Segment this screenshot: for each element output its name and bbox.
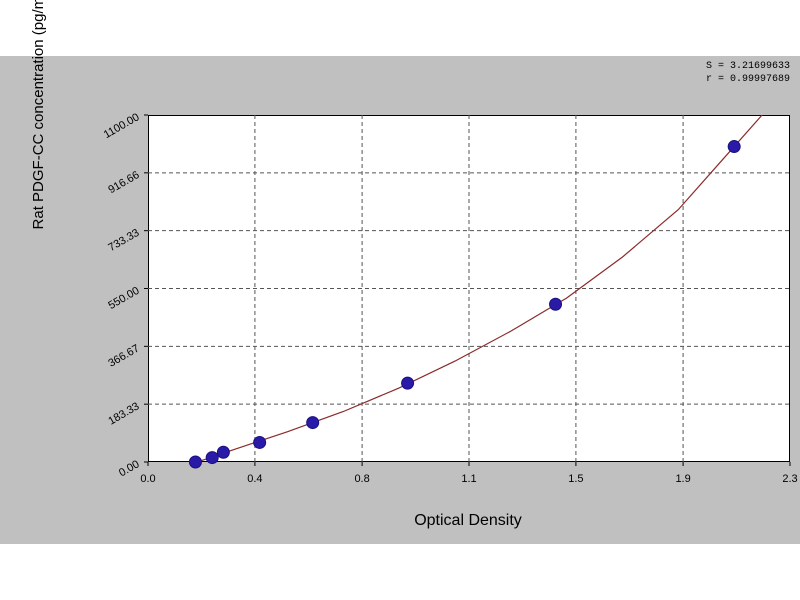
y-tick-label: 0.00 — [117, 458, 142, 479]
x-tick-label: 2.3 — [782, 473, 797, 485]
y-tick-label: 1100.00 — [102, 111, 142, 141]
x-tick-label: 1.9 — [675, 473, 690, 485]
x-axis-title: Optical Density — [414, 512, 522, 529]
data-point — [188, 455, 202, 469]
data-point — [549, 297, 563, 311]
data-point — [401, 376, 415, 390]
y-tick-label: 183.33 — [106, 400, 141, 427]
fit-curve — [195, 115, 763, 462]
x-tick-label: 0.8 — [354, 473, 369, 485]
y-axis-title: Rat PDGF-CC concentration (pg/ml) — [30, 0, 47, 230]
y-tick-label: 366.67 — [106, 343, 141, 370]
data-point — [727, 140, 741, 154]
data-point — [253, 435, 267, 449]
x-tick-label: 1.5 — [568, 473, 583, 485]
y-tick-label: 733.33 — [106, 227, 141, 254]
fit-stat-s: S = 3.21699633 — [705, 61, 790, 72]
x-tick-label: 0.4 — [247, 473, 262, 485]
y-tick-label: 550.00 — [106, 285, 141, 312]
y-tick-labels: 0.00 183.33 366.67 550.00 733.33 916.66 1100.0… — [102, 111, 142, 479]
fit-statistics: S = 3.21699633 r = 0.99997689 — [706, 60, 790, 86]
data-point — [216, 445, 230, 459]
y-tick-label: 916.66 — [106, 169, 141, 196]
x-tick-label: 0.0 — [140, 473, 155, 485]
data-point — [205, 451, 219, 465]
fit-stat-r: r = 0.99997689 — [705, 74, 790, 85]
data-point — [306, 416, 320, 430]
fit-curve-layer — [195, 115, 763, 462]
x-tick-labels: 0.0 0.4 0.8 1.1 1.5 1.9 2.3 — [140, 473, 797, 485]
data-points-layer — [188, 140, 741, 469]
x-tick-label: 1.1 — [461, 473, 476, 485]
grid-lines — [144, 114, 791, 466]
